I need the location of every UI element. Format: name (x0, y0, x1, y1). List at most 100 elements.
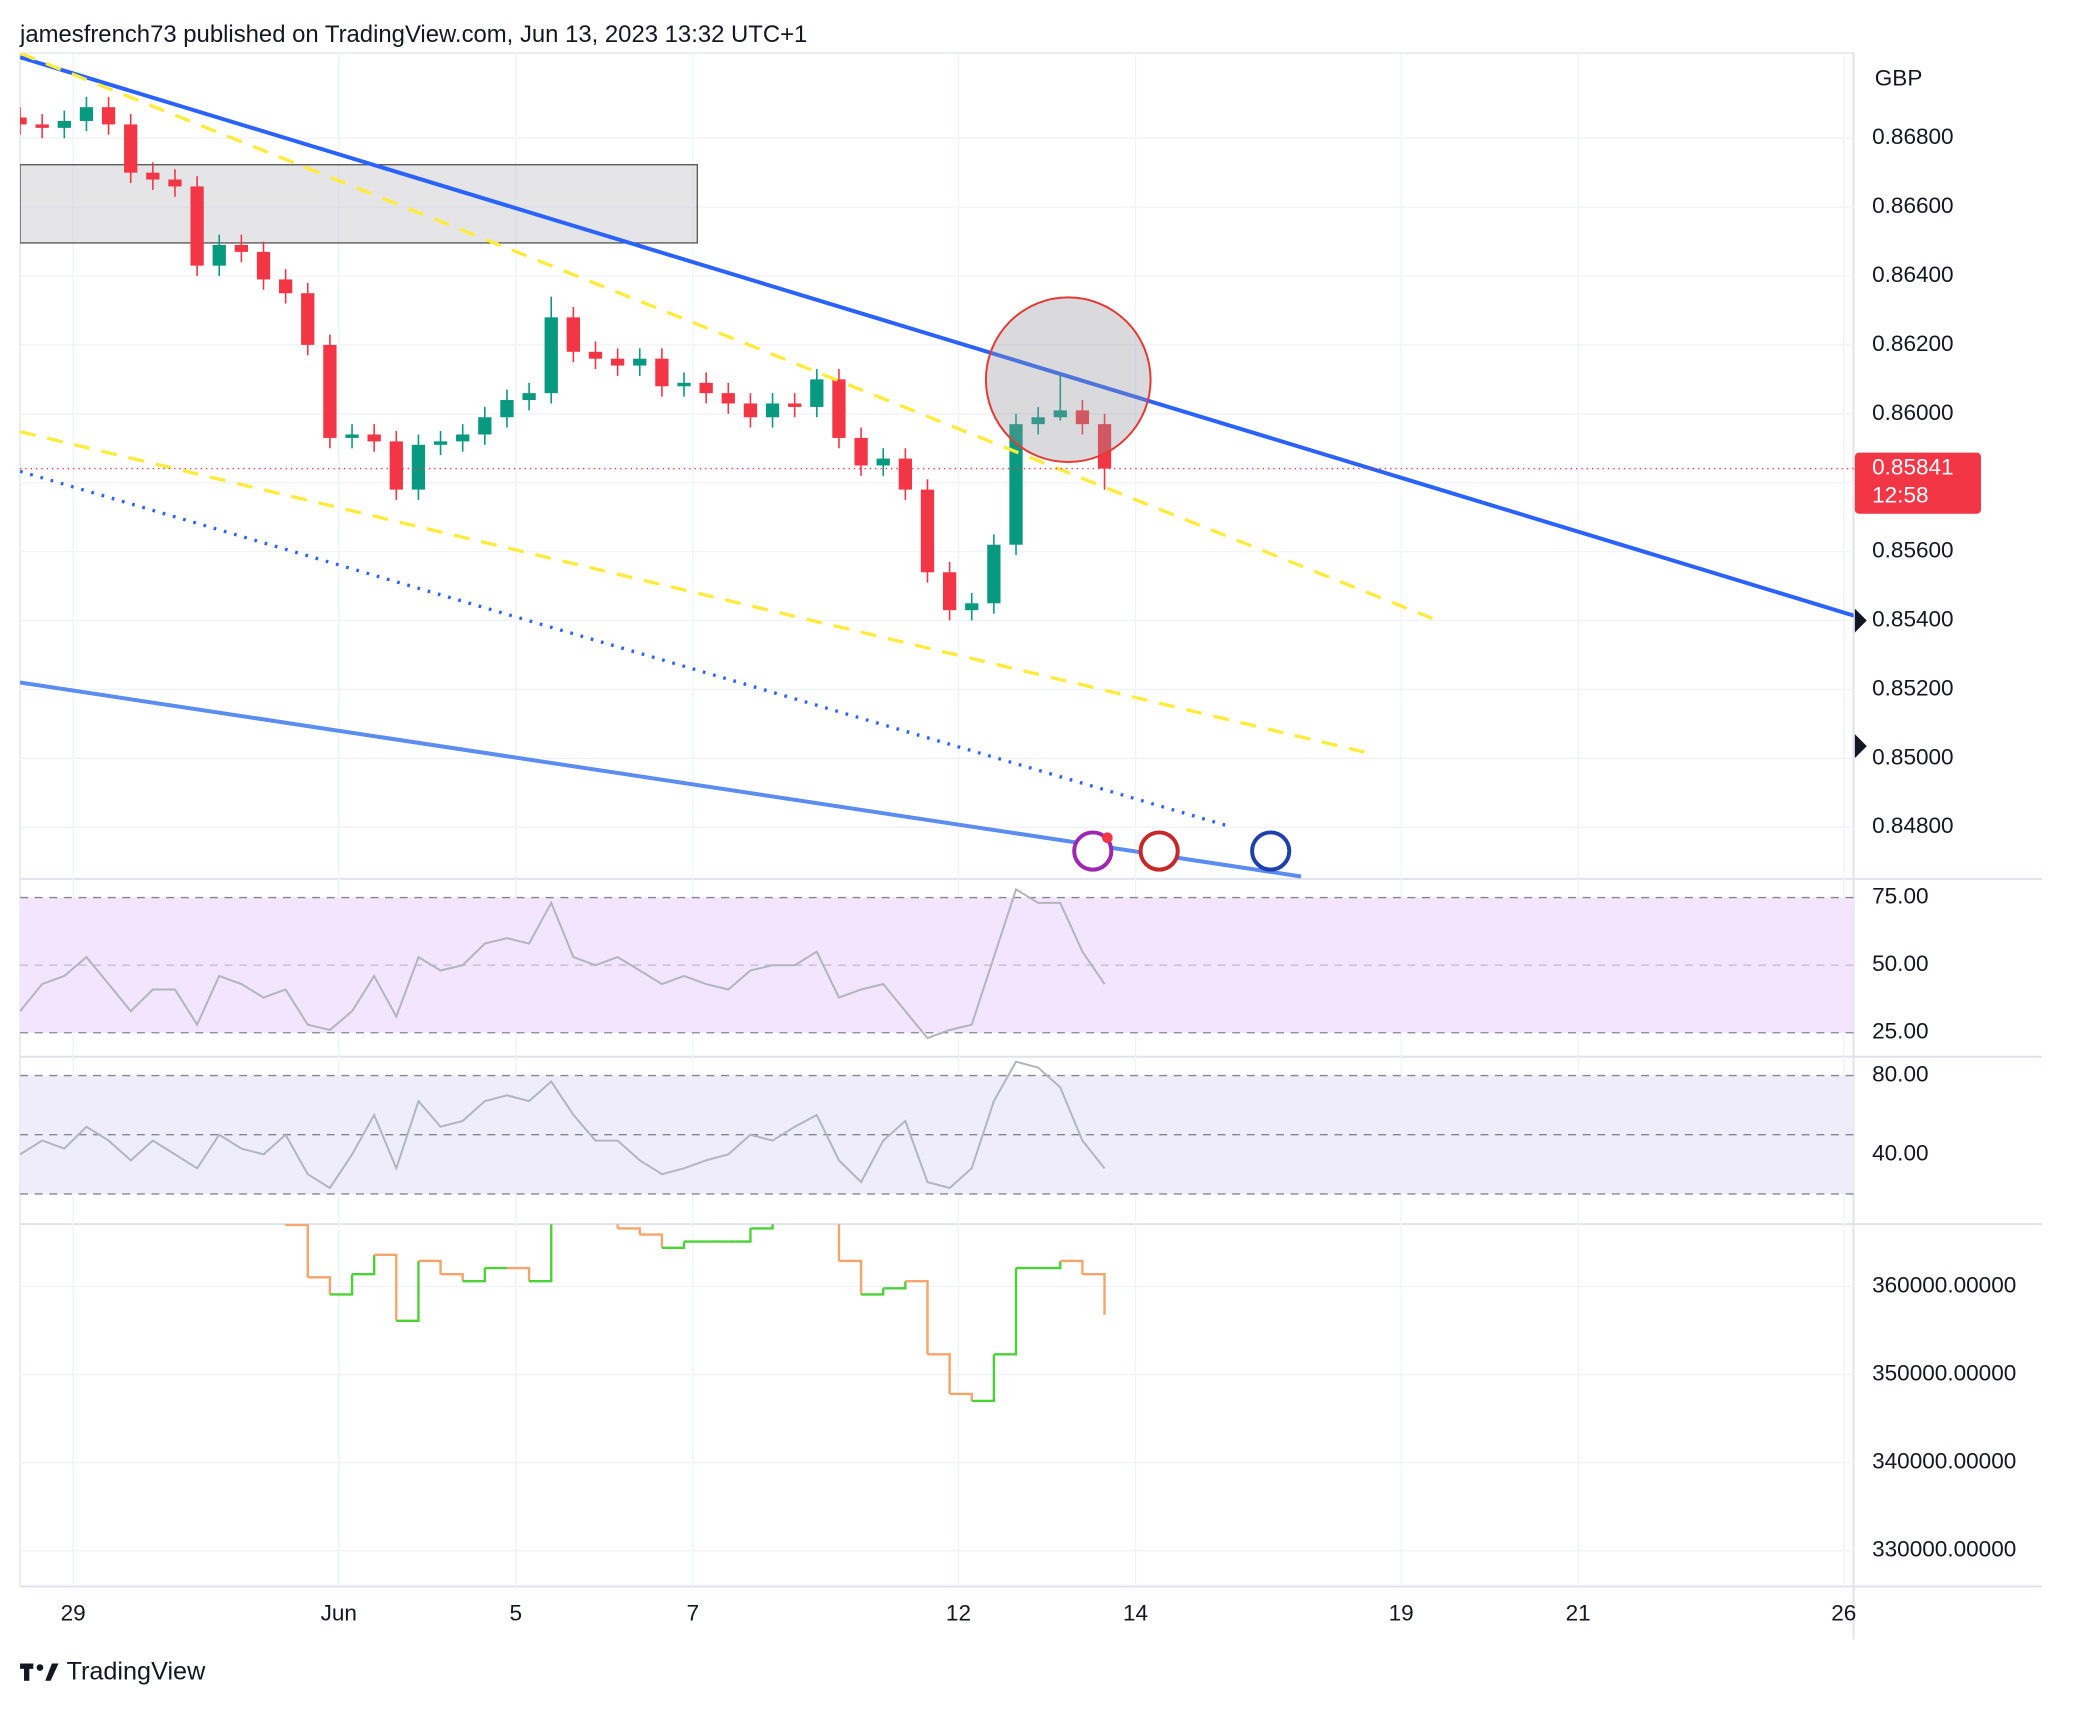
y-tick-label: 75.00 (1872, 884, 1928, 909)
candle-body (788, 403, 802, 407)
x-tick-label: 29 (61, 1600, 86, 1625)
candle-body (765, 403, 780, 418)
footer-brand: TradingView (67, 1657, 207, 1685)
indicator-step (905, 1280, 929, 1355)
candle-body (854, 437, 868, 466)
candle-body (301, 293, 315, 345)
candle-body (544, 317, 558, 394)
candle-body (212, 244, 226, 266)
candle-body (721, 393, 735, 404)
candle-body (433, 441, 448, 445)
candle-body (1053, 410, 1067, 418)
indicator-step (750, 1224, 774, 1230)
indicator-line (20, 887, 1106, 1040)
event-icon[interactable] (1072, 830, 1114, 872)
indicator-step (993, 1268, 1018, 1356)
candle-body (677, 382, 691, 387)
indicator-step (462, 1268, 487, 1283)
trend-line (20, 55, 1854, 618)
trend-line (20, 469, 1229, 828)
candle-body (1075, 410, 1090, 425)
y-tick-label: 25.00 (1872, 1019, 1928, 1044)
axis-marker (1854, 608, 1867, 633)
candle-body (832, 379, 846, 438)
indicator-step (661, 1241, 686, 1249)
candle-body (234, 244, 249, 252)
y-tick-label: 0.84800 (1872, 813, 1954, 838)
indicator-step (285, 1224, 309, 1278)
event-icon[interactable] (1250, 830, 1292, 872)
indicator-step (418, 1259, 442, 1275)
trend-line (20, 53, 1441, 624)
y-tick-label: 0.86200 (1872, 331, 1954, 356)
candle-body (965, 603, 979, 611)
indicator-step (329, 1274, 354, 1296)
axis-marker (1854, 734, 1867, 759)
y-tick-label: 40.00 (1872, 1140, 1928, 1165)
event-icon[interactable] (1138, 830, 1180, 872)
candle-body (190, 186, 204, 266)
indicator-line (20, 1060, 1106, 1190)
highlight-circle (984, 296, 1152, 464)
y-tick-label: 340000.00000 (1872, 1449, 2016, 1474)
indicator-step (861, 1288, 885, 1296)
y-tick-label: 0.85000 (1872, 744, 1954, 769)
candle-body (588, 351, 603, 359)
candle-body (500, 400, 514, 418)
candle-body (146, 172, 160, 180)
x-tick-label: 26 (1831, 1600, 1856, 1625)
candle-body (987, 544, 1001, 604)
candle-body (1009, 424, 1023, 545)
countdown: 12:58 (1872, 482, 1928, 507)
indicator-step (949, 1392, 973, 1401)
candle-body (389, 441, 403, 490)
candle-body (876, 458, 890, 466)
y-tick-label: 0.85400 (1872, 606, 1954, 631)
indicator-step (1060, 1259, 1084, 1275)
indicator-step (927, 1353, 951, 1394)
y-tick-label: 0.86000 (1872, 400, 1954, 425)
x-tick-label: 7 (687, 1600, 700, 1625)
y-tick-label: 0.85200 (1872, 675, 1954, 700)
candle-body (1031, 417, 1045, 425)
candle-body (79, 107, 94, 121)
candle-body (57, 120, 71, 128)
indicator-step (1082, 1272, 1106, 1315)
candle-body (20, 117, 27, 125)
indicator-step (1038, 1260, 1062, 1270)
candle-body (522, 393, 536, 401)
candle-body (633, 358, 647, 366)
indicator-pane (20, 887, 1854, 1040)
x-tick-label: 5 (510, 1600, 523, 1625)
candle-body (810, 379, 824, 407)
indicator-step (838, 1259, 863, 1295)
indicator-step (440, 1272, 464, 1282)
candle-body (101, 107, 116, 125)
candle-body (124, 124, 138, 173)
currency: GBP (1875, 66, 1923, 91)
candle-body (743, 403, 758, 418)
indicator-step (728, 1228, 752, 1243)
header: jamesfrench73 published on TradingView.c… (19, 21, 807, 48)
indicator-step (617, 1227, 641, 1235)
indicator-step (883, 1281, 907, 1290)
y-tick-label: 0.86400 (1872, 262, 1954, 287)
indicator-pane (20, 1224, 1854, 1552)
indicator-step (307, 1276, 332, 1295)
last-price-label: 0.85841 (1872, 455, 1954, 480)
y-tick-label: 0.86600 (1872, 193, 1954, 218)
indicator-step (352, 1254, 376, 1276)
indicator-pane (20, 1060, 1854, 1195)
candle-body (367, 434, 381, 442)
y-tick-label: 360000.00000 (1872, 1272, 2016, 1297)
candle-body (168, 179, 182, 187)
y-tick-label: 50.00 (1872, 951, 1928, 976)
candle-body (1097, 424, 1112, 469)
x-tick-label: 12 (946, 1600, 971, 1625)
candle-body (278, 279, 293, 294)
candle-body (478, 417, 492, 435)
indicator-step (639, 1233, 664, 1248)
indicator-step (529, 1224, 553, 1283)
